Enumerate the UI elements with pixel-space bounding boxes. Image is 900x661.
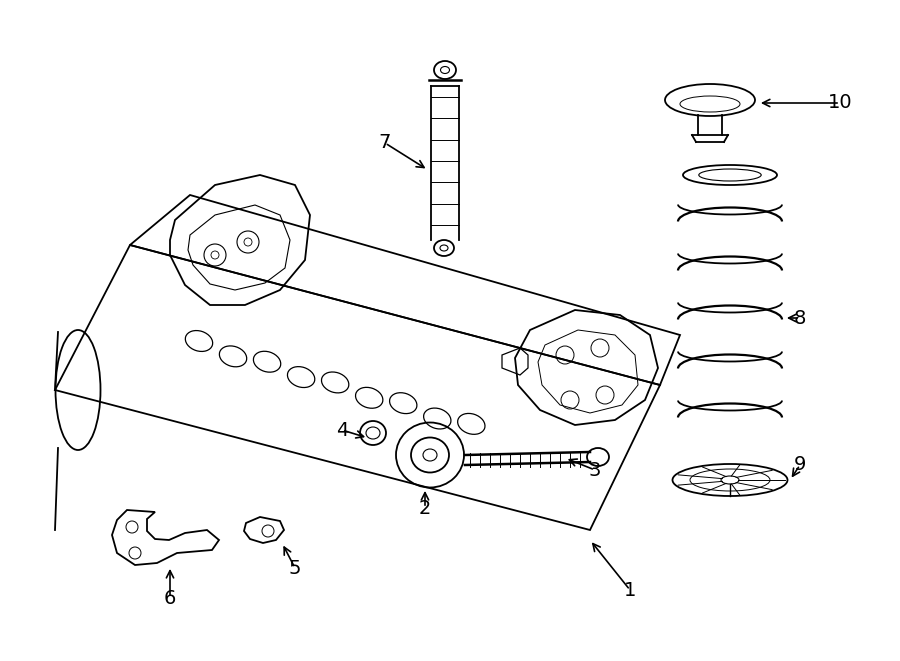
Text: 5: 5 (289, 559, 302, 578)
Text: 9: 9 (794, 455, 806, 475)
Text: 10: 10 (828, 93, 852, 112)
Text: 1: 1 (624, 580, 636, 600)
Text: 8: 8 (794, 309, 806, 327)
Text: 2: 2 (418, 498, 431, 518)
Text: 4: 4 (336, 420, 348, 440)
Text: 7: 7 (379, 134, 392, 153)
Text: 3: 3 (589, 461, 601, 479)
Text: 6: 6 (164, 588, 176, 607)
